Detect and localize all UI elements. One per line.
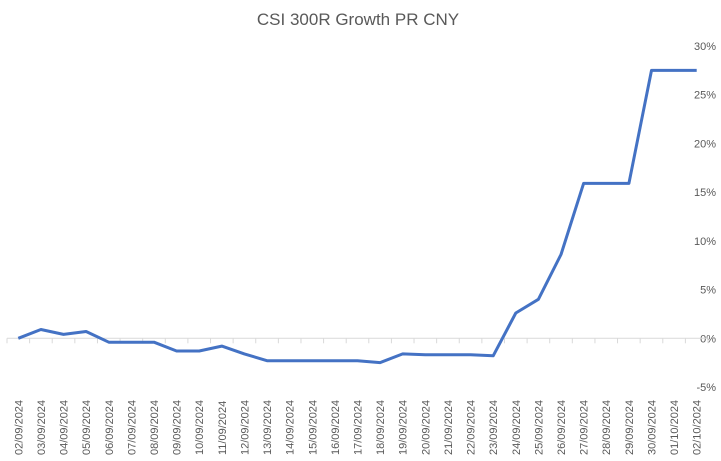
data-point bbox=[17, 337, 20, 340]
data-point bbox=[627, 182, 630, 185]
series-line bbox=[17, 68, 697, 365]
x-tick-label: 10/09/2024 bbox=[194, 400, 206, 455]
y-tick-label: 15% bbox=[694, 187, 716, 199]
data-point bbox=[673, 69, 676, 72]
x-tick-label: 02/09/2024 bbox=[13, 400, 25, 455]
data-point bbox=[107, 341, 110, 344]
data-point bbox=[85, 330, 88, 333]
data-point bbox=[537, 298, 540, 301]
data-point bbox=[605, 182, 608, 185]
x-tick-label: 26/09/2024 bbox=[556, 400, 568, 455]
x-tick-label: 05/09/2024 bbox=[81, 400, 93, 455]
x-tick-label: 17/09/2024 bbox=[353, 400, 365, 455]
x-tick-label: 25/09/2024 bbox=[533, 400, 545, 455]
x-tick-label: 18/09/2024 bbox=[375, 400, 387, 455]
x-tick-label: 12/09/2024 bbox=[239, 400, 251, 455]
x-tick-label: 13/09/2024 bbox=[262, 400, 274, 455]
data-point bbox=[62, 333, 65, 336]
x-tick-label: 28/09/2024 bbox=[601, 400, 613, 455]
data-point bbox=[650, 69, 653, 72]
x-tick-label: 19/09/2024 bbox=[398, 400, 410, 455]
data-point bbox=[379, 361, 382, 364]
x-tick-label: 27/09/2024 bbox=[579, 400, 591, 455]
data-point bbox=[514, 311, 517, 314]
x-tick-label: 15/09/2024 bbox=[307, 400, 319, 455]
data-point bbox=[152, 341, 155, 344]
data-point bbox=[695, 69, 698, 72]
y-tick-label: 30% bbox=[694, 41, 716, 53]
x-tick-label: 22/09/2024 bbox=[466, 400, 478, 455]
data-point bbox=[311, 359, 314, 362]
y-tick-label: 20% bbox=[694, 138, 716, 150]
y-tick-label: -5% bbox=[696, 382, 716, 394]
data-point bbox=[243, 352, 246, 355]
chart-title: CSI 300R Growth PR CNY bbox=[257, 10, 459, 29]
x-tick-label: 03/09/2024 bbox=[36, 400, 48, 455]
x-tick-label: 29/09/2024 bbox=[624, 400, 636, 455]
data-point bbox=[198, 349, 201, 352]
y-tick-label: 5% bbox=[700, 285, 716, 297]
x-tick-label: 08/09/2024 bbox=[149, 400, 161, 455]
data-point bbox=[401, 352, 404, 355]
data-point bbox=[446, 353, 449, 356]
data-point bbox=[130, 341, 133, 344]
data-point bbox=[333, 359, 336, 362]
x-tick-label: 23/09/2024 bbox=[488, 400, 500, 455]
x-tick-label: 09/09/2024 bbox=[172, 400, 184, 455]
x-tick-label: 14/09/2024 bbox=[285, 400, 297, 455]
data-point bbox=[356, 359, 359, 362]
data-point bbox=[492, 354, 495, 357]
x-tick-label: 21/09/2024 bbox=[443, 400, 455, 455]
x-tick-label: 16/09/2024 bbox=[330, 400, 342, 455]
data-point bbox=[560, 253, 563, 256]
y-tick-label: 10% bbox=[694, 236, 716, 248]
data-point bbox=[266, 359, 269, 362]
x-tick-label: 06/09/2024 bbox=[104, 400, 116, 455]
x-tick-label: 11/09/2024 bbox=[217, 401, 229, 455]
data-point bbox=[220, 345, 223, 348]
data-point bbox=[288, 359, 291, 362]
x-tick-label: 04/09/2024 bbox=[59, 400, 71, 455]
x-tick-label: 24/09/2024 bbox=[511, 400, 523, 455]
data-point bbox=[39, 328, 42, 331]
data-point bbox=[424, 353, 427, 356]
data-point bbox=[469, 353, 472, 356]
y-tick-label: 25% bbox=[694, 90, 716, 102]
x-tick-label: 07/09/2024 bbox=[126, 400, 138, 455]
x-tick-label: 02/10/2024 bbox=[692, 400, 704, 455]
x-tick-label: 01/10/2024 bbox=[669, 400, 681, 455]
data-point bbox=[582, 182, 585, 185]
x-tick-label: 20/09/2024 bbox=[420, 400, 432, 455]
x-tick-label: 30/09/2024 bbox=[646, 400, 658, 455]
data-point bbox=[175, 349, 178, 352]
